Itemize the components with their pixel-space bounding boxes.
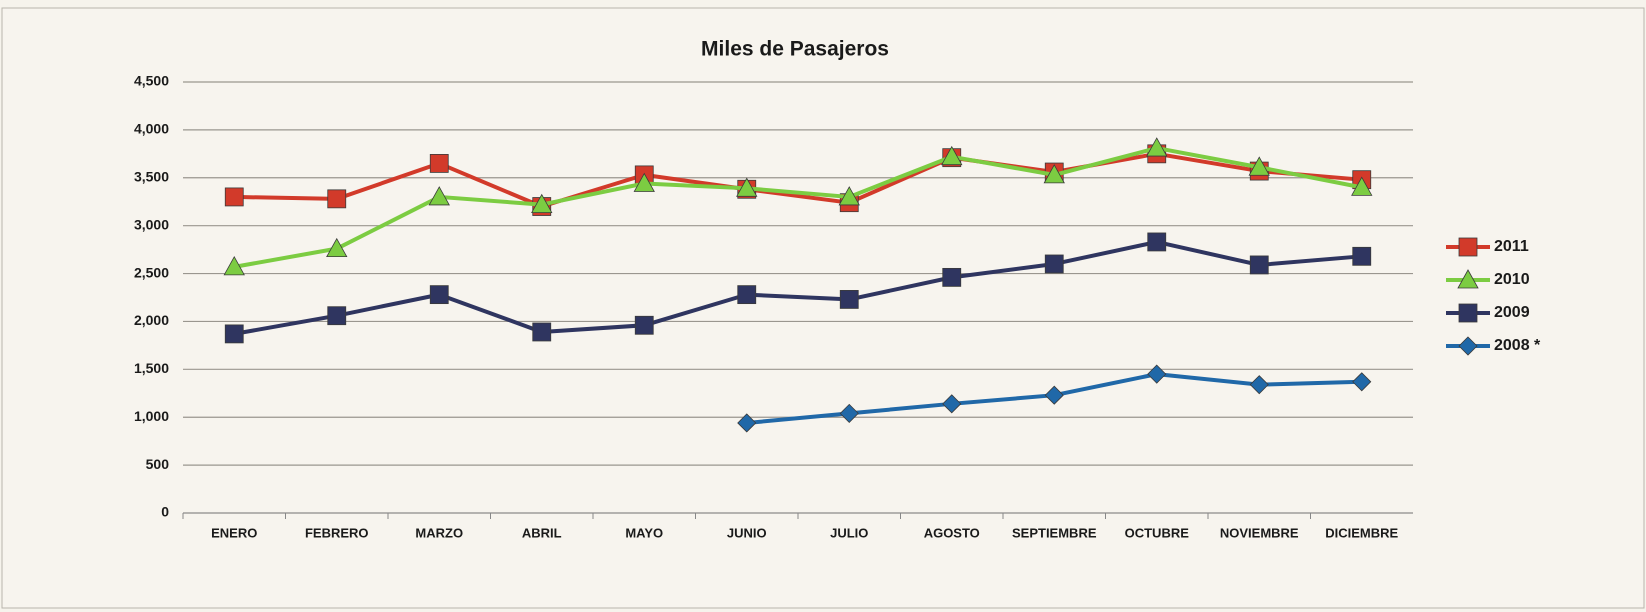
x-tick-label: DICIEMBRE [1325, 525, 1398, 540]
x-tick-label: JULIO [830, 525, 868, 540]
marker [428, 186, 450, 206]
chart-title: Miles de Pasajeros [701, 38, 889, 61]
x-tick-label: OCTUBRE [1125, 525, 1190, 540]
marker [942, 267, 962, 287]
y-tick-label: 2,000 [134, 312, 169, 328]
marker [941, 145, 963, 166]
x-tick-label: NOVIEMBRE [1220, 525, 1299, 540]
legend-marker [1458, 303, 1478, 323]
marker [1147, 364, 1167, 384]
y-tick-label: 3,500 [134, 168, 169, 184]
x-tick-label: FEBRERO [305, 525, 369, 540]
marker [1351, 176, 1373, 196]
marker [1352, 246, 1372, 266]
marker [224, 187, 244, 207]
x-tick-label: ABRIL [522, 525, 562, 540]
legend-marker [1458, 336, 1478, 356]
marker [634, 315, 654, 335]
marker [1147, 232, 1167, 252]
legend-label: 2011 [1494, 238, 1529, 255]
marker [1248, 156, 1270, 176]
x-tick-label: MARZO [415, 525, 463, 540]
y-tick-label: 3,000 [134, 216, 169, 232]
marker [224, 324, 244, 344]
legend-marker [1457, 269, 1479, 289]
legend-marker [1458, 237, 1478, 257]
x-tick-label: ENERO [211, 525, 257, 540]
x-tick-label: JUNIO [727, 525, 767, 540]
x-tick-label: SEPTIEMBRE [1012, 525, 1097, 540]
marker [839, 290, 859, 309]
marker [737, 285, 757, 305]
marker [327, 189, 347, 209]
legend-label: 2009 [1494, 304, 1530, 321]
y-tick-label: 0 [161, 504, 169, 520]
y-tick-label: 4,000 [134, 121, 169, 137]
marker [1043, 164, 1065, 184]
marker [736, 177, 758, 197]
y-tick-label: 4,500 [134, 73, 169, 89]
chart-frame [1, 7, 1645, 609]
series-line [234, 151, 1362, 209]
legend-label: 2008 * [1494, 337, 1541, 354]
y-tick-label: 500 [146, 456, 170, 472]
marker [737, 413, 757, 433]
y-tick-label: 1,500 [134, 360, 169, 376]
marker [223, 256, 245, 276]
marker [1044, 254, 1064, 274]
legend-label: 2010 [1494, 271, 1530, 288]
marker [327, 306, 347, 326]
marker [429, 154, 449, 173]
marker [1044, 385, 1064, 405]
x-tick-label: MAYO [625, 525, 663, 540]
marker [838, 186, 860, 206]
marker [942, 394, 962, 414]
x-tick-label: AGOSTO [924, 525, 980, 540]
marker [633, 172, 655, 192]
marker [531, 193, 553, 213]
marker [1146, 137, 1168, 157]
y-tick-label: 1,000 [134, 408, 169, 424]
series-line [233, 239, 1362, 336]
marker [1249, 375, 1269, 395]
y-tick-label: 2,500 [134, 264, 169, 280]
series-line [233, 146, 1363, 269]
marker [1352, 372, 1372, 392]
marker [429, 285, 449, 305]
marker [839, 403, 859, 423]
marker [532, 322, 552, 342]
marker [326, 237, 348, 258]
marker [1249, 255, 1269, 275]
